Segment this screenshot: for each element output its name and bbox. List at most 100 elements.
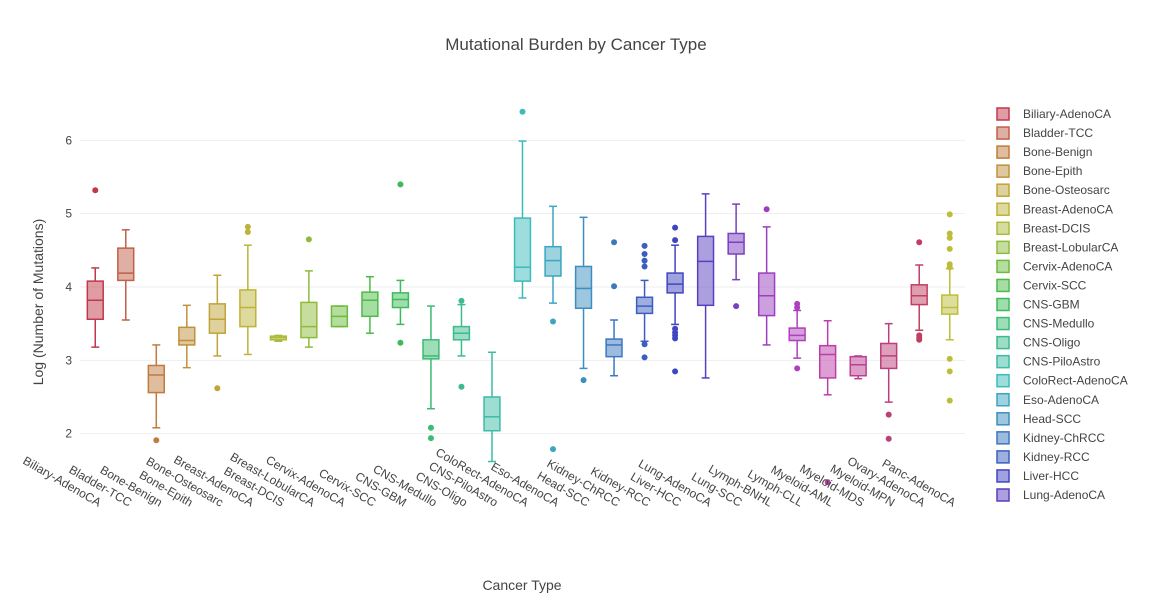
y-axis-ticks: 2 3 4 5 6	[65, 133, 72, 440]
box-biliary-adenoca[interactable]	[86, 187, 104, 348]
legend-label: CNS-Medullo	[1023, 317, 1095, 331]
legend-label: CNS-Oligo	[1023, 336, 1081, 350]
box-lymph-bnhl[interactable]	[757, 206, 776, 346]
legend-item[interactable]: Head-SCC	[996, 412, 1081, 426]
box-head-scc[interactable]	[574, 216, 593, 384]
box-liver-hcc[interactable]	[666, 224, 684, 375]
legend-label: Bone-Epith	[1023, 164, 1082, 178]
box-cns-oligo[interactable]	[452, 297, 471, 390]
outlier-point	[427, 424, 434, 431]
box-lung-scc[interactable]	[727, 203, 745, 310]
iqr-box	[605, 338, 623, 358]
legend-label: CNS-PiloAstro	[1023, 355, 1101, 369]
legend-label: Biliary-AdenoCA	[1023, 107, 1111, 121]
box-eso-adenoca[interactable]	[544, 205, 562, 453]
outlier-point	[427, 435, 434, 442]
legend-item[interactable]: Kidney-RCC	[996, 450, 1090, 464]
legend-item[interactable]: ColoRect-AdenoCA	[996, 374, 1128, 388]
box-panc-adenoca[interactable]	[941, 211, 959, 404]
legend-item[interactable]: Kidney-ChRCC	[996, 431, 1105, 445]
outlier-point	[733, 303, 740, 310]
legend-item[interactable]: Bone-Benign	[996, 145, 1092, 159]
legend-label: Breast-LobularCA	[1023, 240, 1118, 254]
outlier-point	[641, 257, 648, 264]
outlier-point	[672, 237, 679, 244]
legend-item[interactable]: Cervix-AdenoCA	[996, 259, 1112, 273]
outlier-point	[946, 230, 953, 237]
outlier-point	[916, 239, 923, 246]
box-colorect-adenoca[interactable]	[513, 108, 532, 299]
iqr-box	[361, 291, 379, 318]
legend-item[interactable]: Lung-AdenoCA	[996, 488, 1105, 502]
legend-item[interactable]: Biliary-AdenoCA	[996, 107, 1111, 121]
iqr-box	[513, 217, 532, 282]
legend-swatch	[996, 221, 1010, 236]
outlier-point	[641, 341, 648, 348]
box-myeloid-mpn[interactable]	[880, 322, 898, 442]
outlier-point	[946, 261, 953, 268]
legend-swatch	[996, 126, 1010, 140]
legend-item[interactable]: Eso-AdenoCA	[996, 393, 1099, 407]
box-myeloid-mds[interactable]	[849, 355, 867, 380]
legend-item[interactable]: CNS-Oligo	[996, 335, 1081, 350]
outlier-point	[885, 435, 892, 442]
box-kidney-rcc[interactable]	[635, 242, 654, 361]
outlier-point	[519, 108, 526, 115]
outlier-point	[672, 368, 679, 375]
legend-swatch	[996, 183, 1010, 197]
legend-swatch	[996, 145, 1010, 159]
box-lymph-cll[interactable]	[788, 300, 806, 372]
legend-swatch	[996, 240, 1010, 255]
legend-label: Eso-AdenoCA	[1023, 393, 1099, 407]
legend-swatch	[996, 431, 1010, 445]
x-axis-ticks: Biliary-AdenoCABladder-TCCBone-BenignBon…	[21, 445, 959, 510]
legend-item[interactable]: CNS-PiloAstro	[996, 354, 1101, 369]
outlier-point	[550, 318, 557, 325]
box-bladder-tcc[interactable]	[117, 229, 135, 321]
legend-item[interactable]: Bone-Epith	[996, 164, 1082, 178]
outlier-point	[641, 242, 648, 249]
legend-item[interactable]: Bladder-TCC	[996, 126, 1093, 140]
box-breast-adenoca[interactable]	[239, 223, 257, 356]
box-cns-piloastro[interactable]	[483, 351, 501, 463]
legend-swatch	[996, 354, 1010, 369]
box-cns-gbm[interactable]	[391, 181, 410, 346]
box-cervix-scc[interactable]	[361, 275, 379, 334]
outlier-point	[244, 223, 251, 230]
legend-item[interactable]: Breast-AdenoCA	[996, 202, 1113, 216]
box-breast-lobularca[interactable]	[300, 236, 318, 348]
outlier-point	[763, 206, 770, 213]
box-breast-dcis[interactable]	[269, 334, 288, 343]
legend-item[interactable]: Breast-DCIS	[996, 221, 1090, 236]
box-bone-benign[interactable]	[147, 344, 165, 444]
legend-label: Cervix-AdenoCA	[1023, 259, 1112, 273]
legend-item[interactable]: CNS-Medullo	[996, 317, 1095, 331]
outlier-point	[397, 181, 404, 188]
legend-item[interactable]: Cervix-SCC	[996, 278, 1087, 292]
box-bone-osteosarc[interactable]	[208, 274, 227, 392]
outlier-point	[641, 263, 648, 270]
box-bone-epith[interactable]	[178, 304, 196, 369]
box-kidney-chrcc[interactable]	[605, 239, 623, 377]
legend-label: Bone-Benign	[1023, 145, 1092, 159]
iqr-box	[941, 294, 959, 315]
legend-swatch	[996, 412, 1010, 426]
legend-label: Kidney-RCC	[1023, 450, 1090, 464]
box-lung-adenoca[interactable]	[696, 193, 715, 379]
legend-swatch	[996, 335, 1010, 350]
legend-swatch	[996, 488, 1010, 502]
box-myeloid-aml[interactable]	[818, 319, 837, 486]
legend-item[interactable]: Liver-HCC	[996, 469, 1079, 483]
legend-item[interactable]: Breast-LobularCA	[996, 240, 1118, 255]
legend-item[interactable]: Bone-Osteosarc	[996, 183, 1110, 197]
box-cns-medullo[interactable]	[422, 305, 440, 442]
box-cervix-adenoca[interactable]	[330, 305, 349, 328]
outlier-point	[946, 234, 953, 241]
box-ovary-adenoca[interactable]	[910, 239, 928, 343]
iqr-box	[666, 272, 684, 294]
outlier-point	[672, 325, 679, 332]
outlier-point	[153, 437, 160, 444]
outlier-point	[946, 211, 953, 218]
legend-item[interactable]: CNS-GBM	[996, 298, 1080, 312]
